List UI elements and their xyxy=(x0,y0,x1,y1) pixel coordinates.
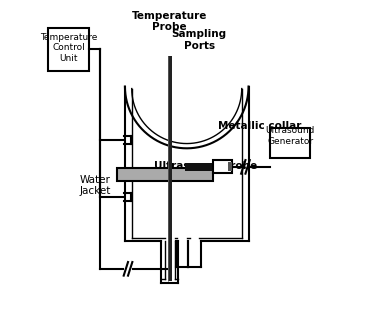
Text: Metallic collar: Metallic collar xyxy=(218,121,301,131)
Text: Ultrasound
Generator: Ultrasound Generator xyxy=(265,126,315,146)
Bar xyxy=(48,28,89,71)
Bar xyxy=(270,128,310,158)
Text: Ultrasound Probe: Ultrasound Probe xyxy=(154,161,257,171)
Text: Sampling
Ports: Sampling Ports xyxy=(172,29,227,51)
Bar xyxy=(117,168,213,181)
Bar xyxy=(213,160,232,173)
Text: Temperature
Control
Unit: Temperature Control Unit xyxy=(40,33,97,63)
Bar xyxy=(168,56,172,281)
Bar xyxy=(228,162,232,171)
Bar xyxy=(185,163,213,171)
Text: Water
Jacket: Water Jacket xyxy=(80,175,111,196)
Text: Temperature
Probe: Temperature Probe xyxy=(132,11,207,32)
